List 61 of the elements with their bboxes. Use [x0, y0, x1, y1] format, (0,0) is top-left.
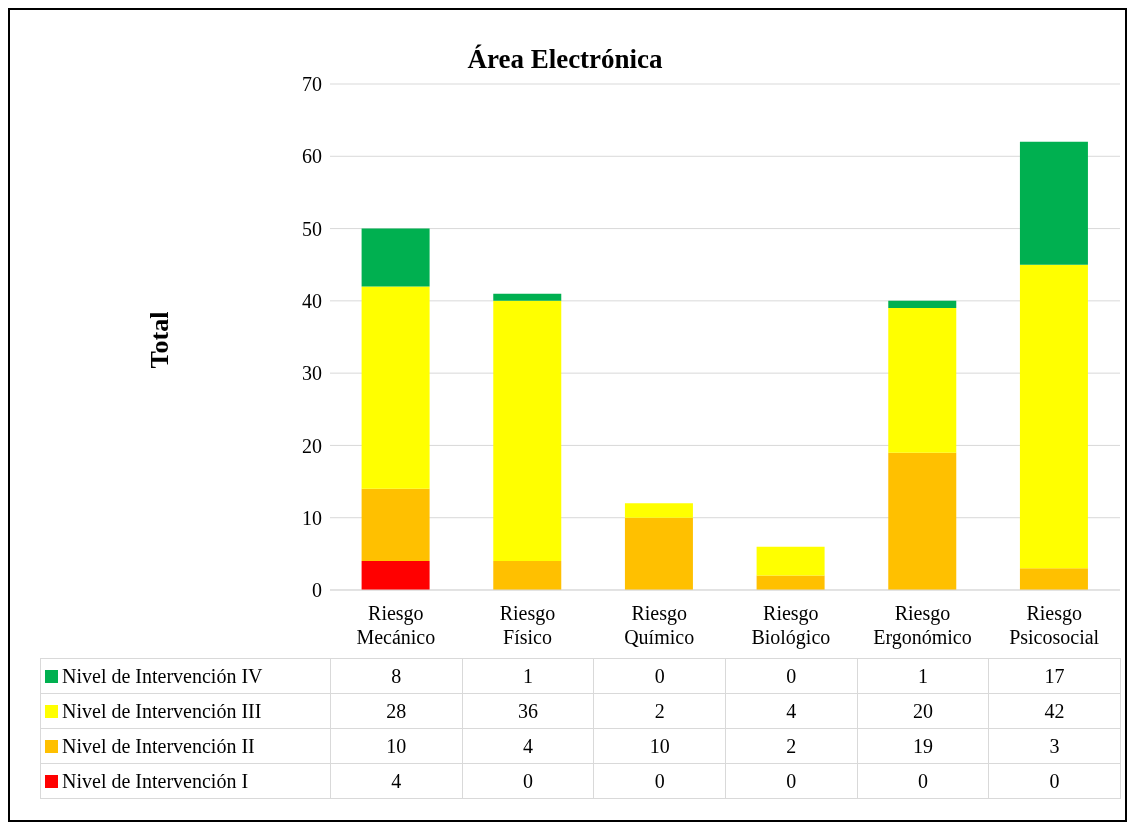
data-label: 4 [330, 763, 463, 799]
y-tick-label: 0 [312, 579, 322, 602]
data-label: 0 [857, 763, 989, 799]
bar [361, 561, 430, 590]
x-tick-label: Riesgo Químico [624, 602, 695, 648]
bar [1019, 141, 1088, 265]
data-label: 0 [988, 763, 1121, 799]
bar [493, 300, 562, 562]
data-label: 36 [462, 693, 594, 729]
bar [888, 308, 957, 453]
bar [624, 517, 693, 590]
data-label: 0 [462, 763, 594, 799]
x-tick-label: Riesgo Físico [499, 602, 556, 648]
bar [888, 452, 957, 590]
x-tick-label: Riesgo Psicosocial [1009, 602, 1100, 648]
y-tick-label: 40 [302, 289, 322, 312]
bar [888, 300, 957, 309]
y-tick-label: 10 [302, 506, 322, 529]
y-tick-label: 50 [302, 217, 322, 240]
data-label: 4 [462, 728, 594, 764]
legend-label: Nivel de Intervención I [62, 769, 249, 792]
bar [1019, 568, 1088, 590]
bar [361, 286, 430, 489]
bar [493, 561, 562, 590]
data-label: 2 [593, 693, 726, 729]
y-tick-label: 30 [302, 362, 322, 385]
data-label: 10 [593, 728, 726, 764]
legend-label: Nivel de Intervención III [62, 699, 262, 722]
data-label: 0 [593, 658, 726, 694]
data-label: 20 [857, 693, 989, 729]
bar [756, 546, 825, 576]
bar [361, 488, 430, 562]
y-tick-label: 60 [302, 145, 322, 168]
data-label: 10 [330, 728, 463, 764]
data-label: 0 [725, 658, 858, 694]
bar [361, 228, 430, 287]
data-label: 2 [725, 728, 858, 764]
x-tick-label: Riesgo Mecánico [356, 602, 436, 648]
data-label: 42 [988, 693, 1121, 729]
data-label: 4 [725, 693, 858, 729]
data-label: 1 [462, 658, 594, 694]
data-label: 28 [330, 693, 463, 729]
data-label: 0 [725, 763, 858, 799]
bar [624, 503, 693, 518]
x-tick-label: Riesgo Ergonómico [873, 602, 972, 649]
chart-title: Área Electrónica [467, 44, 663, 74]
legend-label: Nivel de Intervención II [62, 734, 255, 757]
bar [1019, 264, 1088, 569]
data-label: 17 [988, 658, 1121, 694]
data-label: 19 [857, 728, 989, 764]
y-tick-label: 20 [302, 434, 322, 457]
bar [493, 293, 562, 301]
x-tick-label: Riesgo Biológico [751, 602, 831, 649]
legend-label: Nivel de Intervención IV [62, 664, 263, 687]
bar [756, 575, 825, 590]
data-label: 0 [593, 763, 726, 799]
y-tick-label: 70 [302, 73, 322, 96]
data-label: 1 [857, 658, 989, 694]
y-axis-title: Total [145, 311, 175, 369]
data-label: 3 [988, 728, 1121, 764]
data-label: 8 [330, 658, 463, 694]
